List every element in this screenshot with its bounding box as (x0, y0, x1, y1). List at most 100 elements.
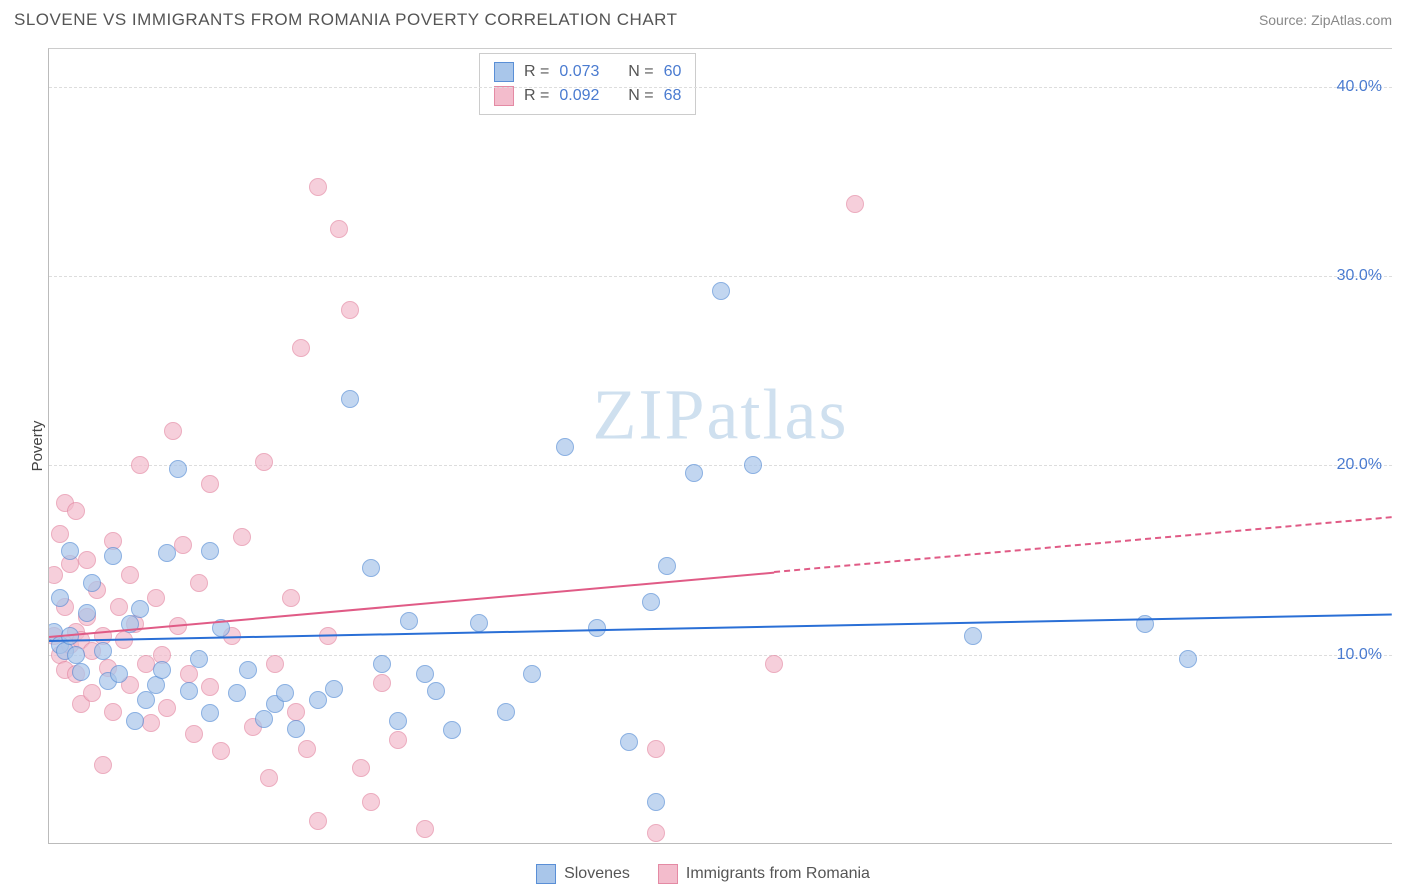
data-point-romania (110, 598, 128, 616)
data-point-romania (190, 574, 208, 592)
data-point-slovenes (325, 680, 343, 698)
data-point-slovenes (67, 646, 85, 664)
data-point-romania (647, 824, 665, 842)
data-point-romania (83, 684, 101, 702)
data-point-slovenes (341, 390, 359, 408)
data-point-romania (147, 589, 165, 607)
data-point-romania (201, 678, 219, 696)
data-point-slovenes (642, 593, 660, 611)
data-point-slovenes (137, 691, 155, 709)
data-point-slovenes (427, 682, 445, 700)
y-tick-label: 10.0% (1337, 646, 1382, 664)
data-point-romania (164, 422, 182, 440)
data-point-slovenes (416, 665, 434, 683)
y-gridline (49, 276, 1392, 277)
data-point-slovenes (201, 542, 219, 560)
data-point-slovenes (190, 650, 208, 668)
data-point-romania (185, 725, 203, 743)
data-point-romania (212, 742, 230, 760)
y-axis-label: Poverty (29, 421, 46, 472)
data-point-slovenes (1179, 650, 1197, 668)
swatch-romania (494, 86, 514, 106)
legend-item-romania: Immigrants from Romania (658, 864, 870, 884)
data-point-romania (260, 769, 278, 787)
swatch-slovenes-icon (536, 864, 556, 884)
data-point-romania (94, 756, 112, 774)
y-tick-label: 30.0% (1337, 267, 1382, 285)
data-point-romania (104, 703, 122, 721)
data-point-romania (362, 793, 380, 811)
data-point-slovenes (153, 661, 171, 679)
data-point-romania (266, 655, 284, 673)
data-point-slovenes (61, 542, 79, 560)
data-point-romania (78, 551, 96, 569)
data-point-romania (309, 812, 327, 830)
data-point-slovenes (201, 704, 219, 722)
watermark: ZIPatlas (593, 373, 849, 456)
data-point-slovenes (78, 604, 96, 622)
data-point-romania (292, 339, 310, 357)
data-point-slovenes (72, 663, 90, 681)
data-point-slovenes (126, 712, 144, 730)
data-point-romania (158, 699, 176, 717)
data-point-romania (51, 525, 69, 543)
data-point-romania (330, 220, 348, 238)
data-point-slovenes (620, 733, 638, 751)
data-point-slovenes (255, 710, 273, 728)
data-point-slovenes (180, 682, 198, 700)
data-point-slovenes (373, 655, 391, 673)
data-point-slovenes (712, 282, 730, 300)
data-point-slovenes (169, 460, 187, 478)
data-point-slovenes (685, 464, 703, 482)
legend-label: Immigrants from Romania (686, 865, 870, 883)
data-point-slovenes (362, 559, 380, 577)
data-point-romania (846, 195, 864, 213)
bottom-legend: Slovenes Immigrants from Romania (0, 864, 1406, 884)
data-point-romania (142, 714, 160, 732)
data-point-romania (201, 475, 219, 493)
data-point-slovenes (497, 703, 515, 721)
data-point-slovenes (400, 612, 418, 630)
data-point-romania (298, 740, 316, 758)
data-point-romania (180, 665, 198, 683)
data-point-slovenes (658, 557, 676, 575)
stats-row-slovenes: R = 0.073 N = 60 (494, 60, 681, 84)
data-point-slovenes (94, 642, 112, 660)
data-point-slovenes (158, 544, 176, 562)
data-point-romania (255, 453, 273, 471)
data-point-romania (282, 589, 300, 607)
y-gridline (49, 87, 1392, 88)
data-point-slovenes (239, 661, 257, 679)
data-point-slovenes (744, 456, 762, 474)
data-point-romania (647, 740, 665, 758)
data-point-slovenes (228, 684, 246, 702)
data-point-romania (765, 655, 783, 673)
data-point-romania (233, 528, 251, 546)
data-point-slovenes (647, 793, 665, 811)
stats-legend: R = 0.073 N = 60 R = 0.092 N = 68 (479, 53, 696, 115)
swatch-romania-icon (658, 864, 678, 884)
data-point-slovenes (443, 721, 461, 739)
data-point-romania (131, 456, 149, 474)
data-point-slovenes (470, 614, 488, 632)
data-point-slovenes (110, 665, 128, 683)
swatch-slovenes (494, 62, 514, 82)
data-point-romania (373, 674, 391, 692)
data-point-romania (287, 703, 305, 721)
data-point-slovenes (556, 438, 574, 456)
y-gridline (49, 465, 1392, 466)
y-tick-label: 40.0% (1337, 78, 1382, 96)
data-point-romania (416, 820, 434, 838)
legend-label: Slovenes (564, 865, 630, 883)
chart-title: SLOVENE VS IMMIGRANTS FROM ROMANIA POVER… (14, 10, 678, 30)
data-point-slovenes (276, 684, 294, 702)
data-point-romania (341, 301, 359, 319)
data-point-romania (121, 566, 139, 584)
data-point-romania (67, 502, 85, 520)
data-point-romania (389, 731, 407, 749)
data-point-slovenes (51, 589, 69, 607)
data-point-slovenes (309, 691, 327, 709)
data-point-romania (352, 759, 370, 777)
data-point-slovenes (83, 574, 101, 592)
data-point-slovenes (104, 547, 122, 565)
